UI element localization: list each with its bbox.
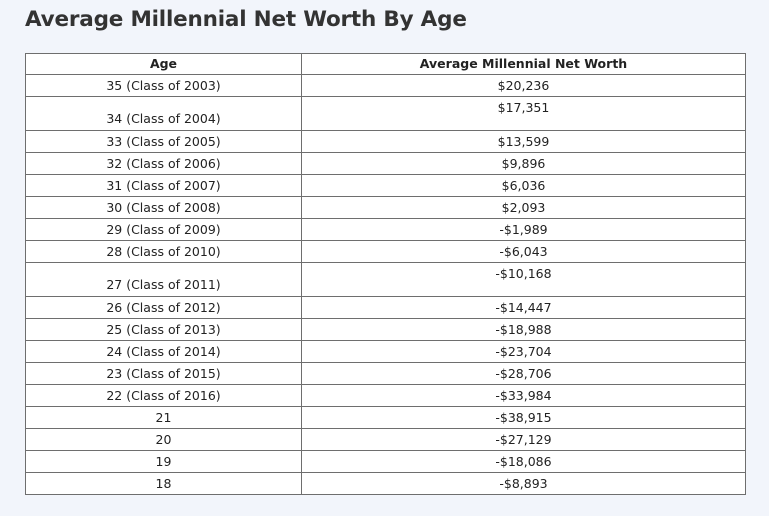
net-worth-cell: -$27,129 <box>301 428 746 451</box>
table-row: 28 (Class of 2010) -$6,043 <box>25 240 746 263</box>
table-row: 32 (Class of 2006) $9,896 <box>25 152 746 175</box>
age-cell: 26 (Class of 2012) <box>25 296 302 319</box>
net-worth-cell: -$18,988 <box>301 318 746 341</box>
table-row: 26 (Class of 2012) -$14,447 <box>25 296 746 319</box>
table-row: 35 (Class of 2003) $20,236 <box>25 74 746 97</box>
net-worth-cell: -$6,043 <box>301 240 746 263</box>
table-row: 33 (Class of 2005) $13,599 <box>25 130 746 153</box>
age-cell: 33 (Class of 2005) <box>25 130 302 153</box>
age-cell: 32 (Class of 2006) <box>25 152 302 175</box>
table-row: 29 (Class of 2009) -$1,989 <box>25 218 746 241</box>
table-row: 18 -$8,893 <box>25 472 746 495</box>
net-worth-cell: $17,351 <box>301 96 746 131</box>
age-cell: 25 (Class of 2013) <box>25 318 302 341</box>
net-worth-cell: $9,896 <box>301 152 746 175</box>
table-body: 35 (Class of 2003) $20,236 34 (Class of 20… <box>25 74 746 495</box>
table-row: 21 -$38,915 <box>25 406 746 429</box>
table-row: 23 (Class of 2015) -$28,706 <box>25 362 746 385</box>
age-cell: 23 (Class of 2015) <box>25 362 302 385</box>
net-worth-cell: -$18,086 <box>301 450 746 473</box>
net-worth-cell: $2,093 <box>301 196 746 219</box>
page-title: Average Millennial Net Worth By Age <box>25 7 467 32</box>
column-header-net-worth: Average Millennial Net Worth <box>301 53 746 75</box>
table-row: 22 (Class of 2016) -$33,984 <box>25 384 746 407</box>
table-row: 34 (Class of 2004) $17,351 <box>25 96 746 131</box>
age-cell: 22 (Class of 2016) <box>25 384 302 407</box>
table-row: 25 (Class of 2013) -$18,988 <box>25 318 746 341</box>
age-cell: 34 (Class of 2004) <box>25 96 302 131</box>
age-cell: 28 (Class of 2010) <box>25 240 302 263</box>
net-worth-cell: -$28,706 <box>301 362 746 385</box>
table-row: 20 -$27,129 <box>25 428 746 451</box>
age-cell: 31 (Class of 2007) <box>25 174 302 197</box>
net-worth-cell: $6,036 <box>301 174 746 197</box>
age-cell: 18 <box>25 472 302 495</box>
age-cell: 19 <box>25 450 302 473</box>
net-worth-cell: -$33,984 <box>301 384 746 407</box>
table-row: 24 (Class of 2014) -$23,704 <box>25 340 746 363</box>
age-cell: 21 <box>25 406 302 429</box>
net-worth-cell: -$23,704 <box>301 340 746 363</box>
net-worth-table: Age Average Millennial Net Worth 35 (Cla… <box>25 53 746 495</box>
age-cell: 27 (Class of 2011) <box>25 262 302 297</box>
table-row: 19 -$18,086 <box>25 450 746 473</box>
net-worth-cell: -$14,447 <box>301 296 746 319</box>
age-cell: 20 <box>25 428 302 451</box>
net-worth-cell: -$38,915 <box>301 406 746 429</box>
age-cell: 29 (Class of 2009) <box>25 218 302 241</box>
table-header-row: Age Average Millennial Net Worth <box>25 53 746 75</box>
age-cell: 30 (Class of 2008) <box>25 196 302 219</box>
net-worth-cell: $20,236 <box>301 74 746 97</box>
column-header-age: Age <box>25 53 302 75</box>
net-worth-cell: -$8,893 <box>301 472 746 495</box>
table-row: 27 (Class of 2011) -$10,168 <box>25 262 746 297</box>
table-row: 31 (Class of 2007) $6,036 <box>25 174 746 197</box>
table-row: 30 (Class of 2008) $2,093 <box>25 196 746 219</box>
net-worth-cell: -$10,168 <box>301 262 746 297</box>
age-cell: 24 (Class of 2014) <box>25 340 302 363</box>
age-cell: 35 (Class of 2003) <box>25 74 302 97</box>
net-worth-cell: $13,599 <box>301 130 746 153</box>
net-worth-cell: -$1,989 <box>301 218 746 241</box>
